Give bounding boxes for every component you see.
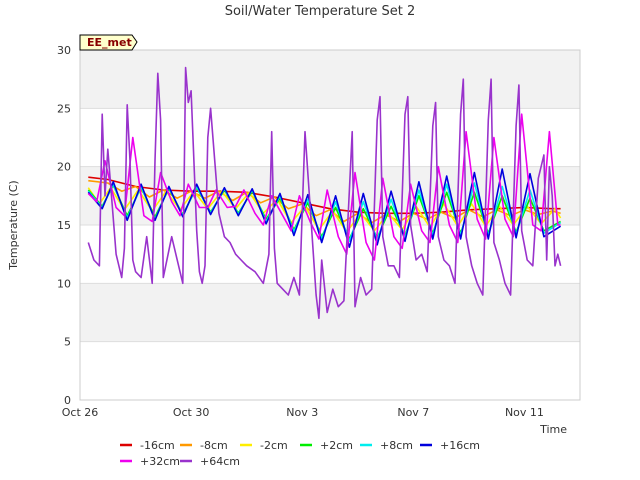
grid-band xyxy=(80,283,580,342)
series-line-+32cm xyxy=(87,113,561,261)
y-tick-label: 5 xyxy=(64,336,71,349)
y-tick-label: 20 xyxy=(57,161,71,174)
legend-label: -16cm xyxy=(140,439,175,452)
x-tick-label: Nov 7 xyxy=(397,406,429,419)
y-tick-label: 10 xyxy=(57,277,71,290)
legend: -16cm -8cm -2cm +2cm +8cm +16cm +32cm +64cm xyxy=(120,439,480,468)
legend-label: +8cm xyxy=(380,439,413,452)
legend-label: +2cm xyxy=(320,439,353,452)
x-axis-label: Time xyxy=(539,423,567,436)
legend-label: +64cm xyxy=(200,455,240,468)
chart-title: Soil/Water Temperature Set 2 xyxy=(225,4,416,19)
x-tick-label: Oct 30 xyxy=(173,406,210,419)
site-label-shape xyxy=(79,34,138,51)
y-axis-ticks: 0 5 10 15 20 25 30 xyxy=(57,44,71,407)
x-tick-label: Nov 3 xyxy=(286,406,318,419)
y-tick-label: 25 xyxy=(57,102,71,115)
plot-frame xyxy=(79,49,581,401)
legend-label: +16cm xyxy=(440,439,480,452)
legend-label: -8cm xyxy=(200,439,228,452)
series-line-+64cm xyxy=(87,66,562,320)
y-tick-label: 0 xyxy=(64,394,71,407)
series-line--2cm xyxy=(87,186,562,233)
x-axis-ticks: Oct 26 Oct 30 Nov 3 Nov 7 Nov 11 xyxy=(62,406,544,419)
y-tick-label: 30 xyxy=(57,44,71,57)
site-label-text: EE_met xyxy=(87,36,132,49)
legend-label: +32cm xyxy=(140,455,180,468)
x-tick-label: Nov 11 xyxy=(505,406,544,419)
site-label-box: EE_met xyxy=(79,34,138,51)
series-group xyxy=(87,66,562,320)
grid-band xyxy=(80,50,580,109)
y-axis-label: Temperature (C) xyxy=(7,180,20,270)
series-line-+16cm xyxy=(87,168,562,248)
legend-label: -2cm xyxy=(260,439,288,452)
x-tick-label: Oct 26 xyxy=(62,406,99,419)
y-tick-label: 15 xyxy=(57,219,71,232)
